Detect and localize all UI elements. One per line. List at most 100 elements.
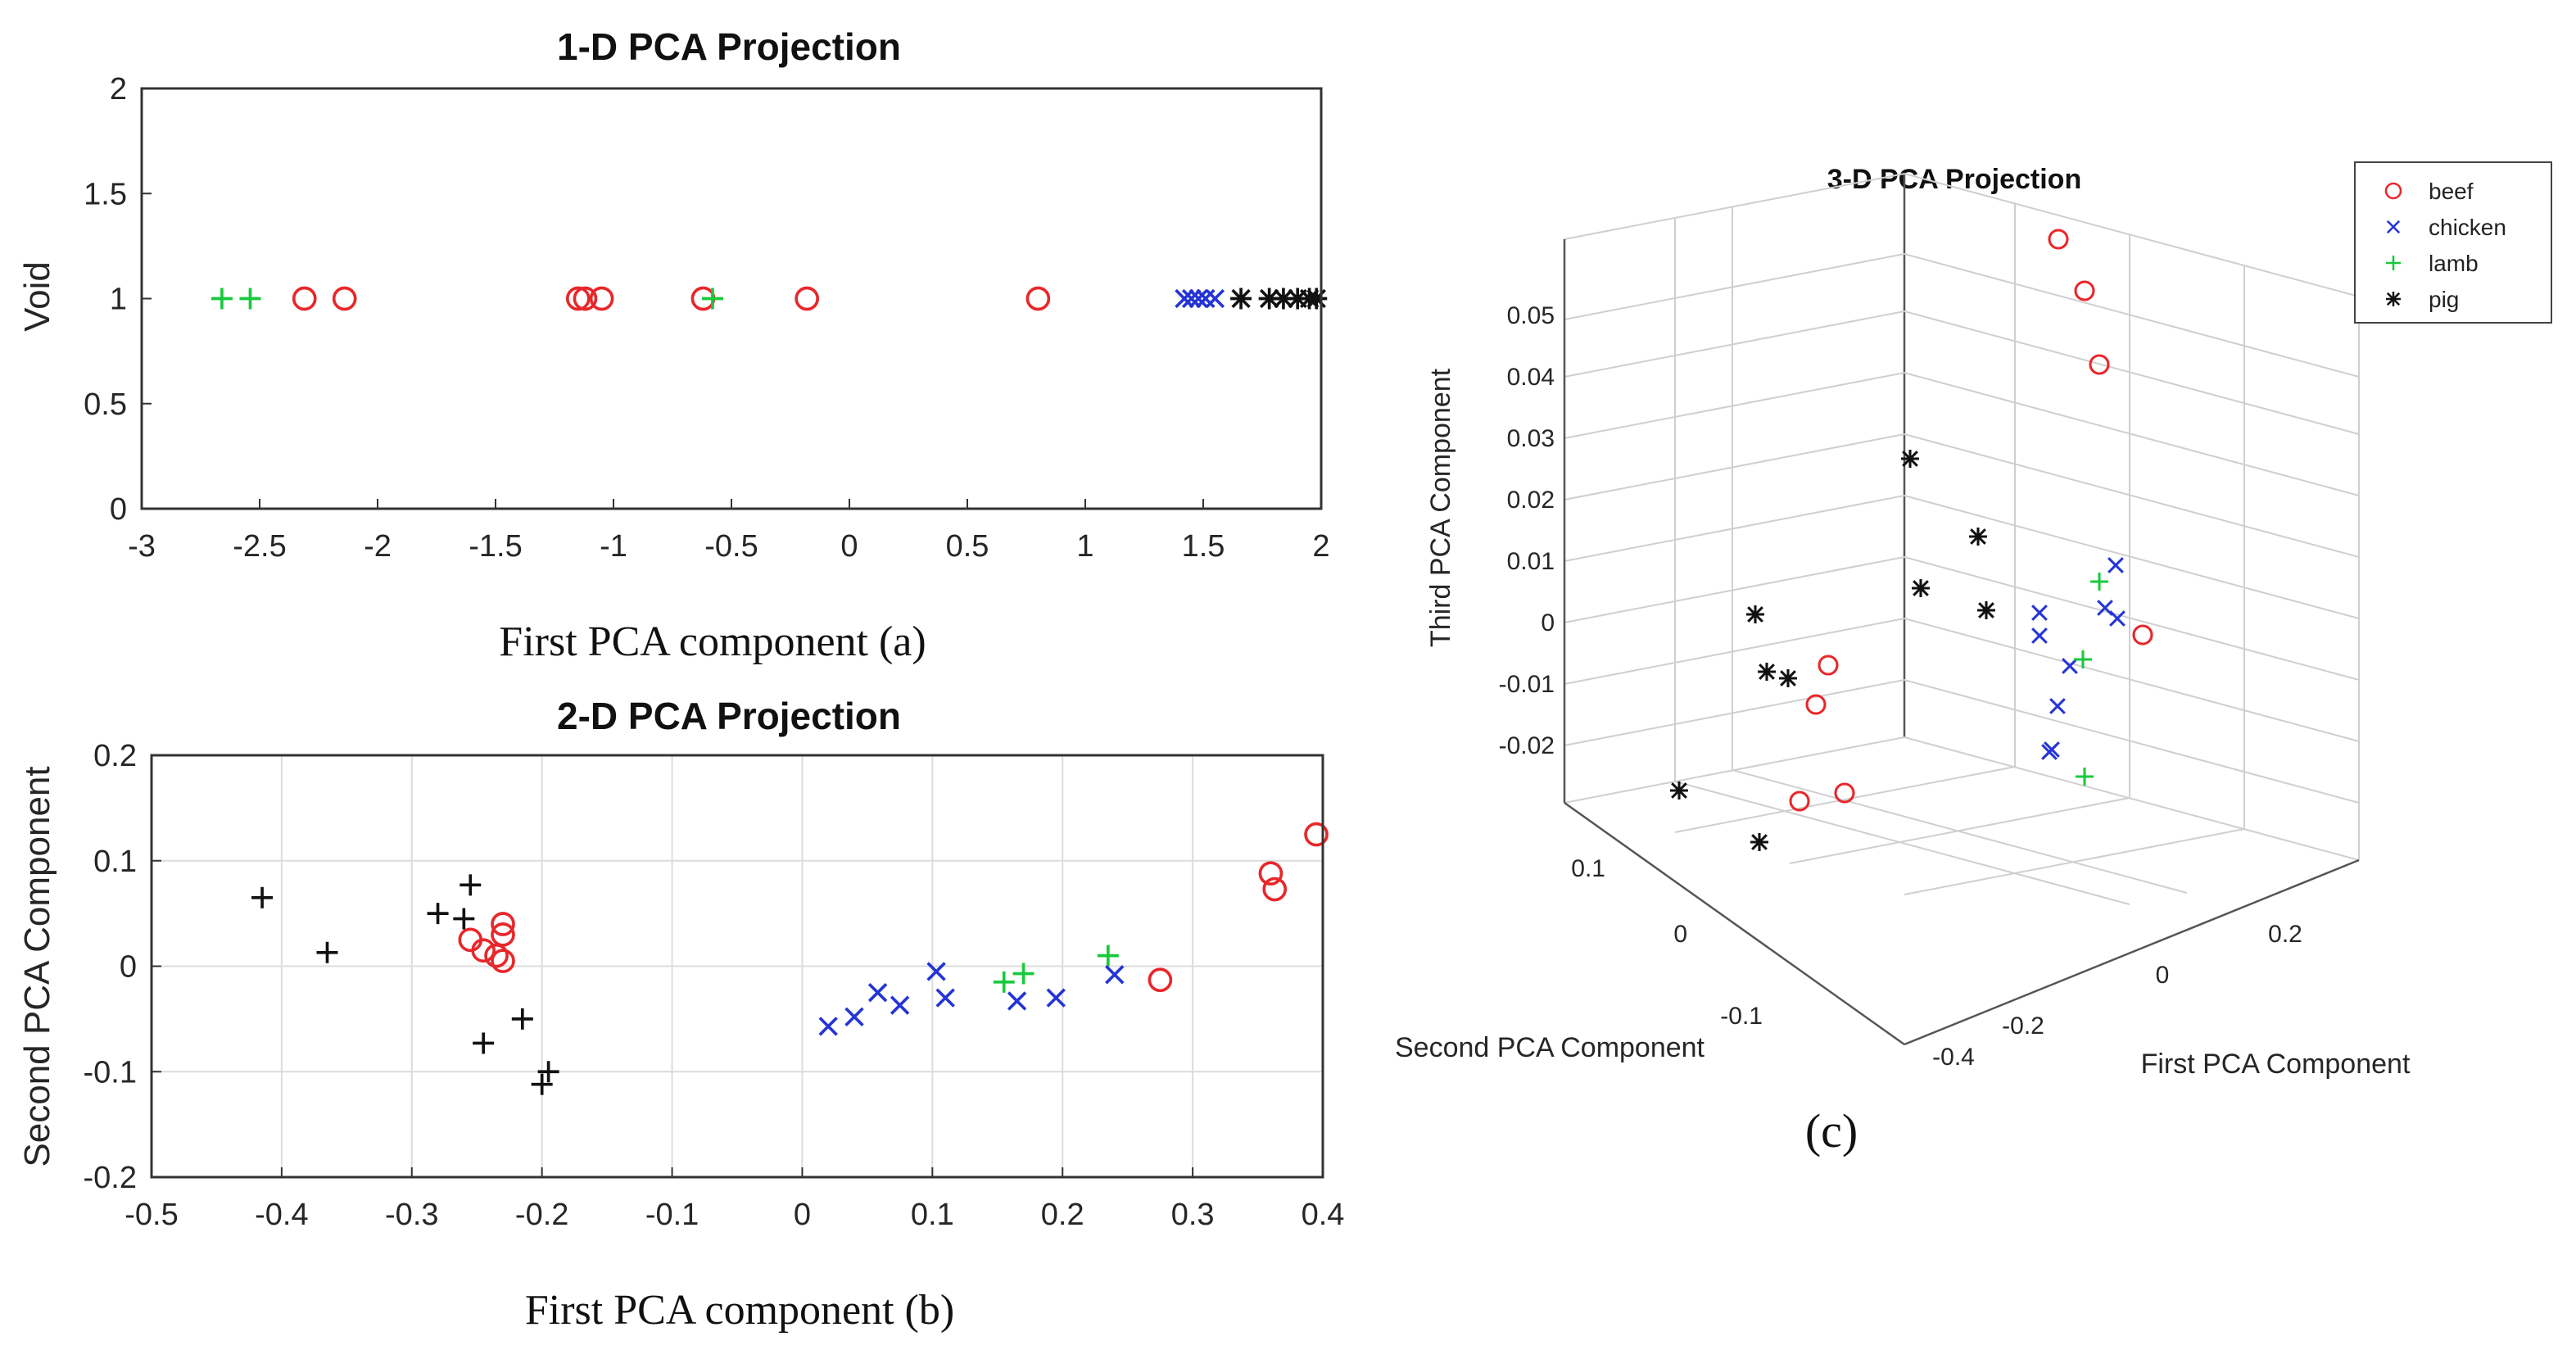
data-point-beef [2074, 280, 2095, 301]
z-tick-label: 0.05 [1507, 302, 1555, 329]
z-tick-label: 0.02 [1507, 487, 1555, 514]
data-point [844, 1007, 864, 1026]
legend-box [2354, 161, 2552, 324]
x-tick-label: 0.3 [1171, 1198, 1215, 1232]
panel-b-2d-projection: 2-D PCA Projection Second PCA Component … [17, 695, 1344, 1334]
data-point [292, 286, 317, 311]
data-point-lamb [2090, 573, 2108, 591]
panel-b-ylabel: Second PCA Component [17, 766, 57, 1166]
data-point-beef [1805, 694, 1827, 715]
data-point [316, 941, 338, 963]
y-tick-label: 1.5 [84, 177, 127, 211]
x-tick-label: 0.2 [1041, 1198, 1084, 1232]
data-point-pig [1758, 663, 1776, 681]
data-point [701, 288, 723, 310]
y-tick-label: -0.1 [1720, 1003, 1763, 1030]
data-point-pig [1912, 579, 1930, 597]
data-point [795, 286, 819, 311]
data-point [890, 995, 910, 1015]
data-point-pig [1969, 528, 1987, 546]
data-point-chicken [2031, 605, 2048, 621]
legend-marker [2384, 182, 2402, 200]
data-point [565, 286, 591, 311]
panel-c-ylabel: Second PCA Component [1395, 1032, 1705, 1063]
data-point-beef [1789, 790, 1810, 812]
x-tick-label: 0 [794, 1198, 811, 1232]
data-point [484, 943, 509, 968]
y-tick-label: 2 [110, 72, 127, 106]
data-point-chicken [2049, 698, 2066, 714]
legend-item-chicken: chicken [2386, 215, 2506, 240]
z-tick-label: 0.03 [1507, 425, 1555, 452]
data-point-chicken [2031, 627, 2048, 644]
data-point-lamb [2076, 768, 2094, 786]
panel-c-back-wall [1564, 173, 2360, 861]
z-tick-label: -0.02 [1499, 732, 1555, 759]
x-tick-label: -0.2 [2002, 1012, 2044, 1040]
data-point [993, 971, 1015, 993]
x-tick-label: 0.1 [911, 1198, 954, 1232]
data-point [867, 983, 888, 1003]
panel-c-legend: beef chicken lamb pig [2354, 161, 2552, 324]
data-point [589, 286, 614, 311]
y-tick-label: 0 [120, 950, 137, 985]
panel-a-title: 1-D PCA Projection [557, 25, 901, 68]
panel-c-marks [1670, 229, 2153, 851]
data-point-chicken [2109, 610, 2126, 627]
x-tick-label: 0 [2156, 962, 2170, 989]
x-tick-label: 1.5 [1182, 529, 1225, 564]
z-tick-label: 0 [1541, 609, 1555, 636]
data-point [491, 949, 515, 973]
data-point [935, 988, 955, 1008]
data-point [332, 286, 357, 311]
legend-item-lamb: lamb [2386, 251, 2479, 276]
data-point [1012, 963, 1034, 985]
data-point [1105, 965, 1125, 985]
data-point [1181, 288, 1202, 309]
panel-c-zlabel: Third PCA Component [1425, 368, 1456, 647]
data-point-beef [2132, 624, 2153, 646]
data-point [1025, 286, 1051, 311]
x-tick-label: 1 [1076, 529, 1093, 564]
data-point-pig [1901, 450, 1919, 468]
data-point [1046, 988, 1066, 1008]
panel-a-ylabel: Void [17, 261, 57, 332]
x-tick-label: -0.3 [385, 1198, 438, 1232]
x-tick-label: -3 [128, 529, 156, 564]
x-tick-label: -2.5 [233, 529, 286, 564]
data-point [239, 288, 261, 310]
x-tick-label: 0.2 [2268, 921, 2302, 948]
panel-c-y-ticks: -0.1 0 0.1 [1571, 855, 1763, 1030]
data-point [1262, 877, 1288, 902]
y-tick-label: 0.1 [1571, 855, 1605, 882]
data-point-pig [1779, 669, 1797, 687]
x-tick-label: -1 [600, 529, 627, 564]
data-point [1175, 288, 1194, 309]
panel-b-plot-frame [150, 754, 1324, 1179]
legend-label: lamb [2429, 251, 2479, 276]
x-tick-label: 2 [1312, 529, 1329, 564]
data-point-pig [1670, 781, 1688, 800]
panel-c-x-ticks: -0.4 -0.2 0 0.2 [1932, 921, 2302, 1071]
data-point [1306, 288, 1328, 310]
data-point-beef [1834, 782, 1855, 804]
data-point-chicken [2107, 557, 2124, 573]
legend-marker [2386, 292, 2401, 306]
panel-c-title: 3-D PCA Projection [1827, 164, 2081, 195]
panel-a-1d-projection: 1-D PCA Projection Void -3 -2.5 -2 -1.5 -1 -0… [17, 25, 1330, 665]
y-tick-label: 0.5 [84, 387, 127, 422]
z-tick-label: -0.01 [1499, 671, 1555, 698]
data-point-chicken [2062, 658, 2078, 674]
legend-item-pig: pig [2386, 287, 2459, 312]
data-point-beef [2089, 354, 2110, 375]
data-point [211, 288, 233, 310]
x-tick-label: -0.4 [1932, 1044, 1975, 1071]
data-point-beef [2048, 229, 2069, 250]
x-tick-label: -0.5 [704, 529, 758, 564]
panel-b-marks [251, 822, 1329, 1095]
y-tick-label: 0.2 [93, 739, 137, 773]
legend-marker [2386, 256, 2401, 270]
data-point-beef [1818, 655, 1839, 676]
data-point [573, 286, 598, 311]
